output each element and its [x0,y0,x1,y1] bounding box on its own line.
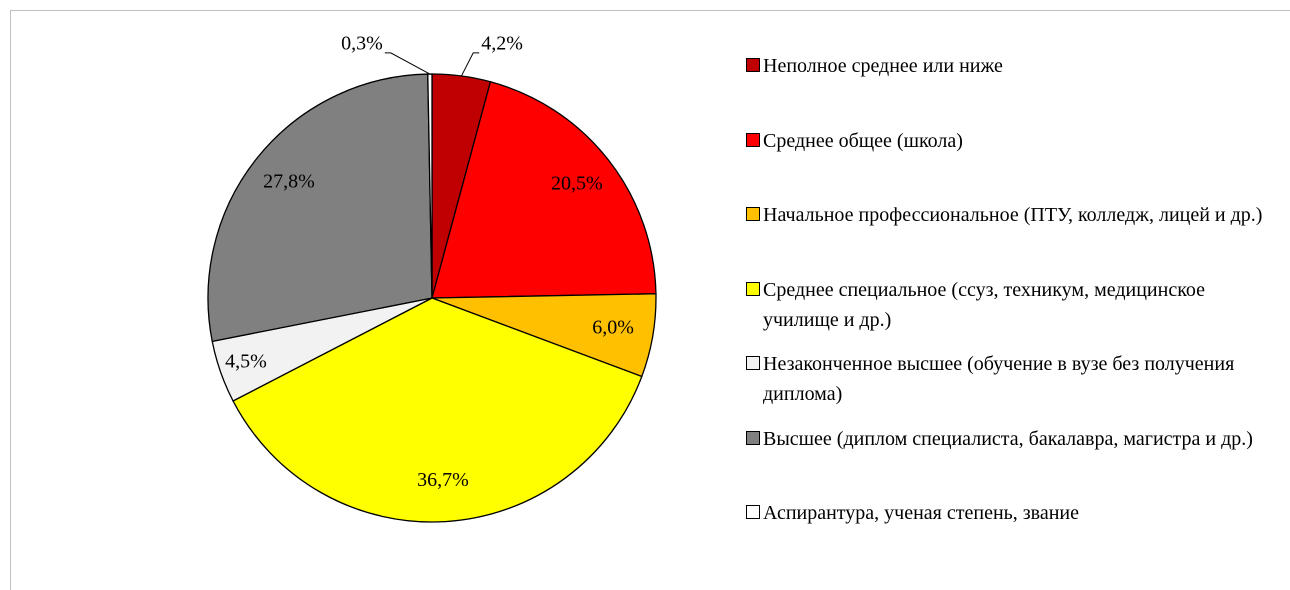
legend-item: Аспирантура, ученая степень, звание [746,498,1286,528]
legend-label: Среднее специальное (ссуз, техникум, мед… [763,278,1206,331]
data-label: 20,5% [551,173,603,195]
legend-item: Среднее специальное (ссуз, техникум, мед… [746,275,1286,335]
legend-item: Начальное профессиональное (ПТУ, колледж… [746,200,1286,230]
data-label: 0,3% [341,32,383,54]
legend-swatch [746,281,760,296]
chart: 4,2% 20,5% 6,0% 36,7% 4,5% 27,8% 0,3% [207,32,657,523]
data-label: 6,0% [592,317,634,339]
legend-label: Среднее общее (школа) [763,129,963,152]
legend-label: Неполное среднее или ниже [763,55,1003,77]
chart-frame [10,10,1290,590]
legend-item: Незаконченное высшее (обучение в вузе бе… [746,349,1286,409]
legend-label: Высшее (диплом специалиста, бакалавра, м… [763,427,1253,450]
legend-swatch [746,58,760,72]
legend-label: Незаконченное высшее (обучение в вузе бе… [763,353,1235,405]
legend-swatch [746,430,760,445]
pie-slice [232,297,643,523]
data-label: 4,5% [225,351,267,373]
pie-slice [207,73,433,343]
leader-line [461,52,480,77]
pie-slice [431,80,657,299]
legend-swatch [746,505,760,519]
data-label: 27,8% [263,170,315,192]
leader-line [384,52,431,75]
legend-swatch [746,356,760,370]
pie-slice [427,73,433,299]
data-label: 4,2% [481,32,523,54]
data-label: 36,7% [417,469,469,491]
legend-item: Неполное среднее или ниже [746,51,1286,81]
legend-swatch [746,132,760,147]
legend-label: Аспирантура, ученая степень, звание [763,502,1080,524]
legend-item: Среднее общее (школа) [746,126,1286,156]
legend-item: Высшее (диплом специалиста, бакалавра, м… [746,424,1286,454]
legend-label: Начальное профессиональное (ПТУ, колледж… [763,204,1263,226]
legend-swatch [746,207,760,221]
